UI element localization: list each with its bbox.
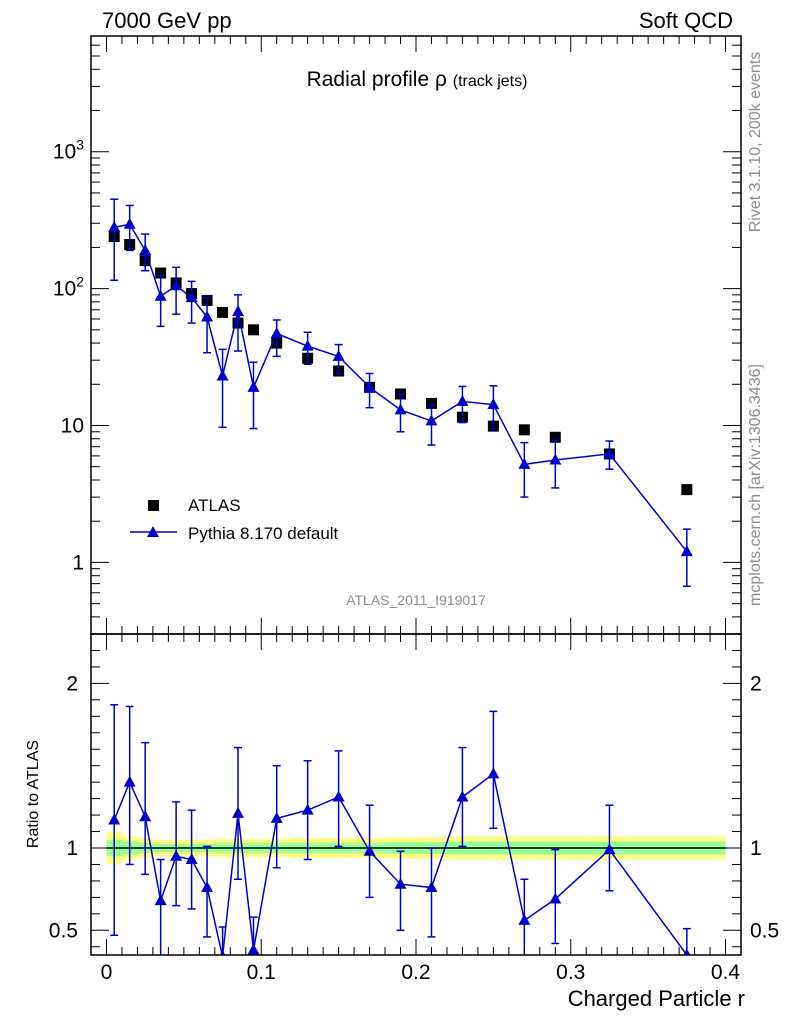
main-title-suffix: (track jets) xyxy=(453,73,528,90)
legend-mc-marker xyxy=(147,526,159,537)
ratio-y-tick-label-right: 1 xyxy=(750,837,762,860)
rivet-label: Rivet 3.1.10, 200k events xyxy=(747,52,764,233)
mc-point xyxy=(363,380,376,392)
ratio-panel-ticks: 0.5 0.5 1 1 2 2 0 0.1 0.2 0.3 0.4 xyxy=(49,634,779,984)
mc-point xyxy=(201,310,214,322)
atlas-point xyxy=(549,431,561,443)
main-y-tick-label-base: 1 xyxy=(72,551,84,574)
ratio-mc-point xyxy=(139,810,152,822)
atlas-point xyxy=(425,397,437,409)
mc-line xyxy=(114,223,688,553)
header-right: Soft QCD xyxy=(639,8,733,33)
main-y-tick-label: 1 xyxy=(72,551,84,574)
header-left: 7000 GeV pp xyxy=(102,8,232,33)
ratio-mc-point xyxy=(549,892,562,904)
x-tick-label: 0.2 xyxy=(401,961,430,984)
ratio-mc-point xyxy=(603,843,616,855)
x-tick-label: 0.1 xyxy=(247,961,276,984)
ratio-mc-point xyxy=(219,950,226,955)
ratio-y-tick-label-right: 0.5 xyxy=(750,919,779,942)
mc-point xyxy=(425,414,438,426)
ratio-clipped-layer xyxy=(106,704,726,955)
mc-point xyxy=(108,220,121,232)
x-tick-label: 0.3 xyxy=(556,961,585,984)
main-title: Radial profile ρ (track jets) xyxy=(307,68,528,91)
ratio-y-tick-label-left: 2 xyxy=(66,672,78,695)
ratio-mc-point xyxy=(170,849,183,861)
atlas-point xyxy=(155,267,167,279)
ratio-mc-point xyxy=(518,913,531,925)
mc-point xyxy=(154,289,167,301)
mc-point xyxy=(456,394,469,406)
mc-point xyxy=(170,279,183,291)
ratio-mc-point xyxy=(270,811,283,823)
ratio-panel-marks xyxy=(106,704,726,955)
main-y-tick-label-exp: 3 xyxy=(76,137,84,153)
mc-point xyxy=(247,380,260,392)
atlas-point xyxy=(518,424,530,436)
ratio-mc-point xyxy=(201,881,214,893)
x-tick-label: 0 xyxy=(101,961,113,984)
mc-point xyxy=(185,291,198,303)
mc-point xyxy=(270,326,283,338)
analysis-id: ATLAS_2011_I919017 xyxy=(346,592,486,608)
main-y-tick-label-exp: 2 xyxy=(76,274,84,290)
ratio-mc-point xyxy=(683,948,691,955)
mc-point xyxy=(680,545,693,557)
ratio-panel-frame xyxy=(90,633,742,956)
mc-point xyxy=(518,457,531,469)
atlas-point xyxy=(681,484,693,496)
main-panel-marks xyxy=(108,198,693,587)
main-y-tick-label-base: 10 xyxy=(53,278,76,301)
mcplots-label: mcplots.cern.ch [arXiv:1306.3436] xyxy=(747,364,764,606)
mc-point xyxy=(394,403,407,415)
ratio-y-tick-label-left: 0.5 xyxy=(49,919,78,942)
mc-point xyxy=(139,243,152,255)
mc-point xyxy=(487,398,500,410)
ratio-mc-point xyxy=(456,790,469,802)
main-y-tick-label: 10 xyxy=(61,415,84,438)
ratio-y-tick-label-right: 2 xyxy=(750,672,762,695)
ratio-mc-line xyxy=(113,772,688,955)
ratio-mc-point xyxy=(108,813,121,825)
mc-point xyxy=(232,305,245,317)
ratio-mc-point xyxy=(123,775,136,787)
ratio-mc-point xyxy=(247,943,260,955)
ratio-mc-point xyxy=(363,844,376,856)
x-axis-label: Charged Particle r xyxy=(568,986,745,1011)
ratio-y-tick-label-left: 1 xyxy=(66,837,78,860)
atlas-point xyxy=(248,324,259,336)
ratio-mc-point xyxy=(425,881,438,893)
main-y-tick-label: 103 xyxy=(53,137,84,164)
mc-point xyxy=(549,453,562,465)
ratio-y-label: Ratio to ATLAS xyxy=(25,740,42,848)
mc-point xyxy=(332,349,345,361)
main-title-text: Radial profile ρ xyxy=(307,68,447,91)
mc-point xyxy=(123,217,136,229)
main-panel-frame xyxy=(90,35,742,635)
ratio-mc-point xyxy=(185,853,198,865)
legend-atlas-marker xyxy=(148,500,159,511)
main-y-tick-label: 102 xyxy=(53,274,84,301)
main-y-tick-label-base: 10 xyxy=(61,415,84,438)
ratio-mc-point xyxy=(487,767,500,779)
ratio-mc-point xyxy=(232,806,245,818)
legend: ATLAS Pythia 8.170 default xyxy=(130,496,339,543)
x-tick-label: 0.4 xyxy=(711,961,741,984)
ratio-mc-point xyxy=(154,894,167,906)
ratio-mc-point xyxy=(301,803,314,815)
main-y-tick-label-base: 10 xyxy=(53,141,76,164)
ratio-mc-point xyxy=(332,790,345,802)
atlas-point xyxy=(217,306,229,318)
mc-point xyxy=(301,339,314,351)
legend-mc-label: Pythia 8.170 default xyxy=(188,524,339,543)
legend-atlas-label: ATLAS xyxy=(188,496,241,515)
mc-point xyxy=(603,447,616,459)
mc-point xyxy=(216,369,229,381)
ratio-mc-point xyxy=(394,877,407,889)
